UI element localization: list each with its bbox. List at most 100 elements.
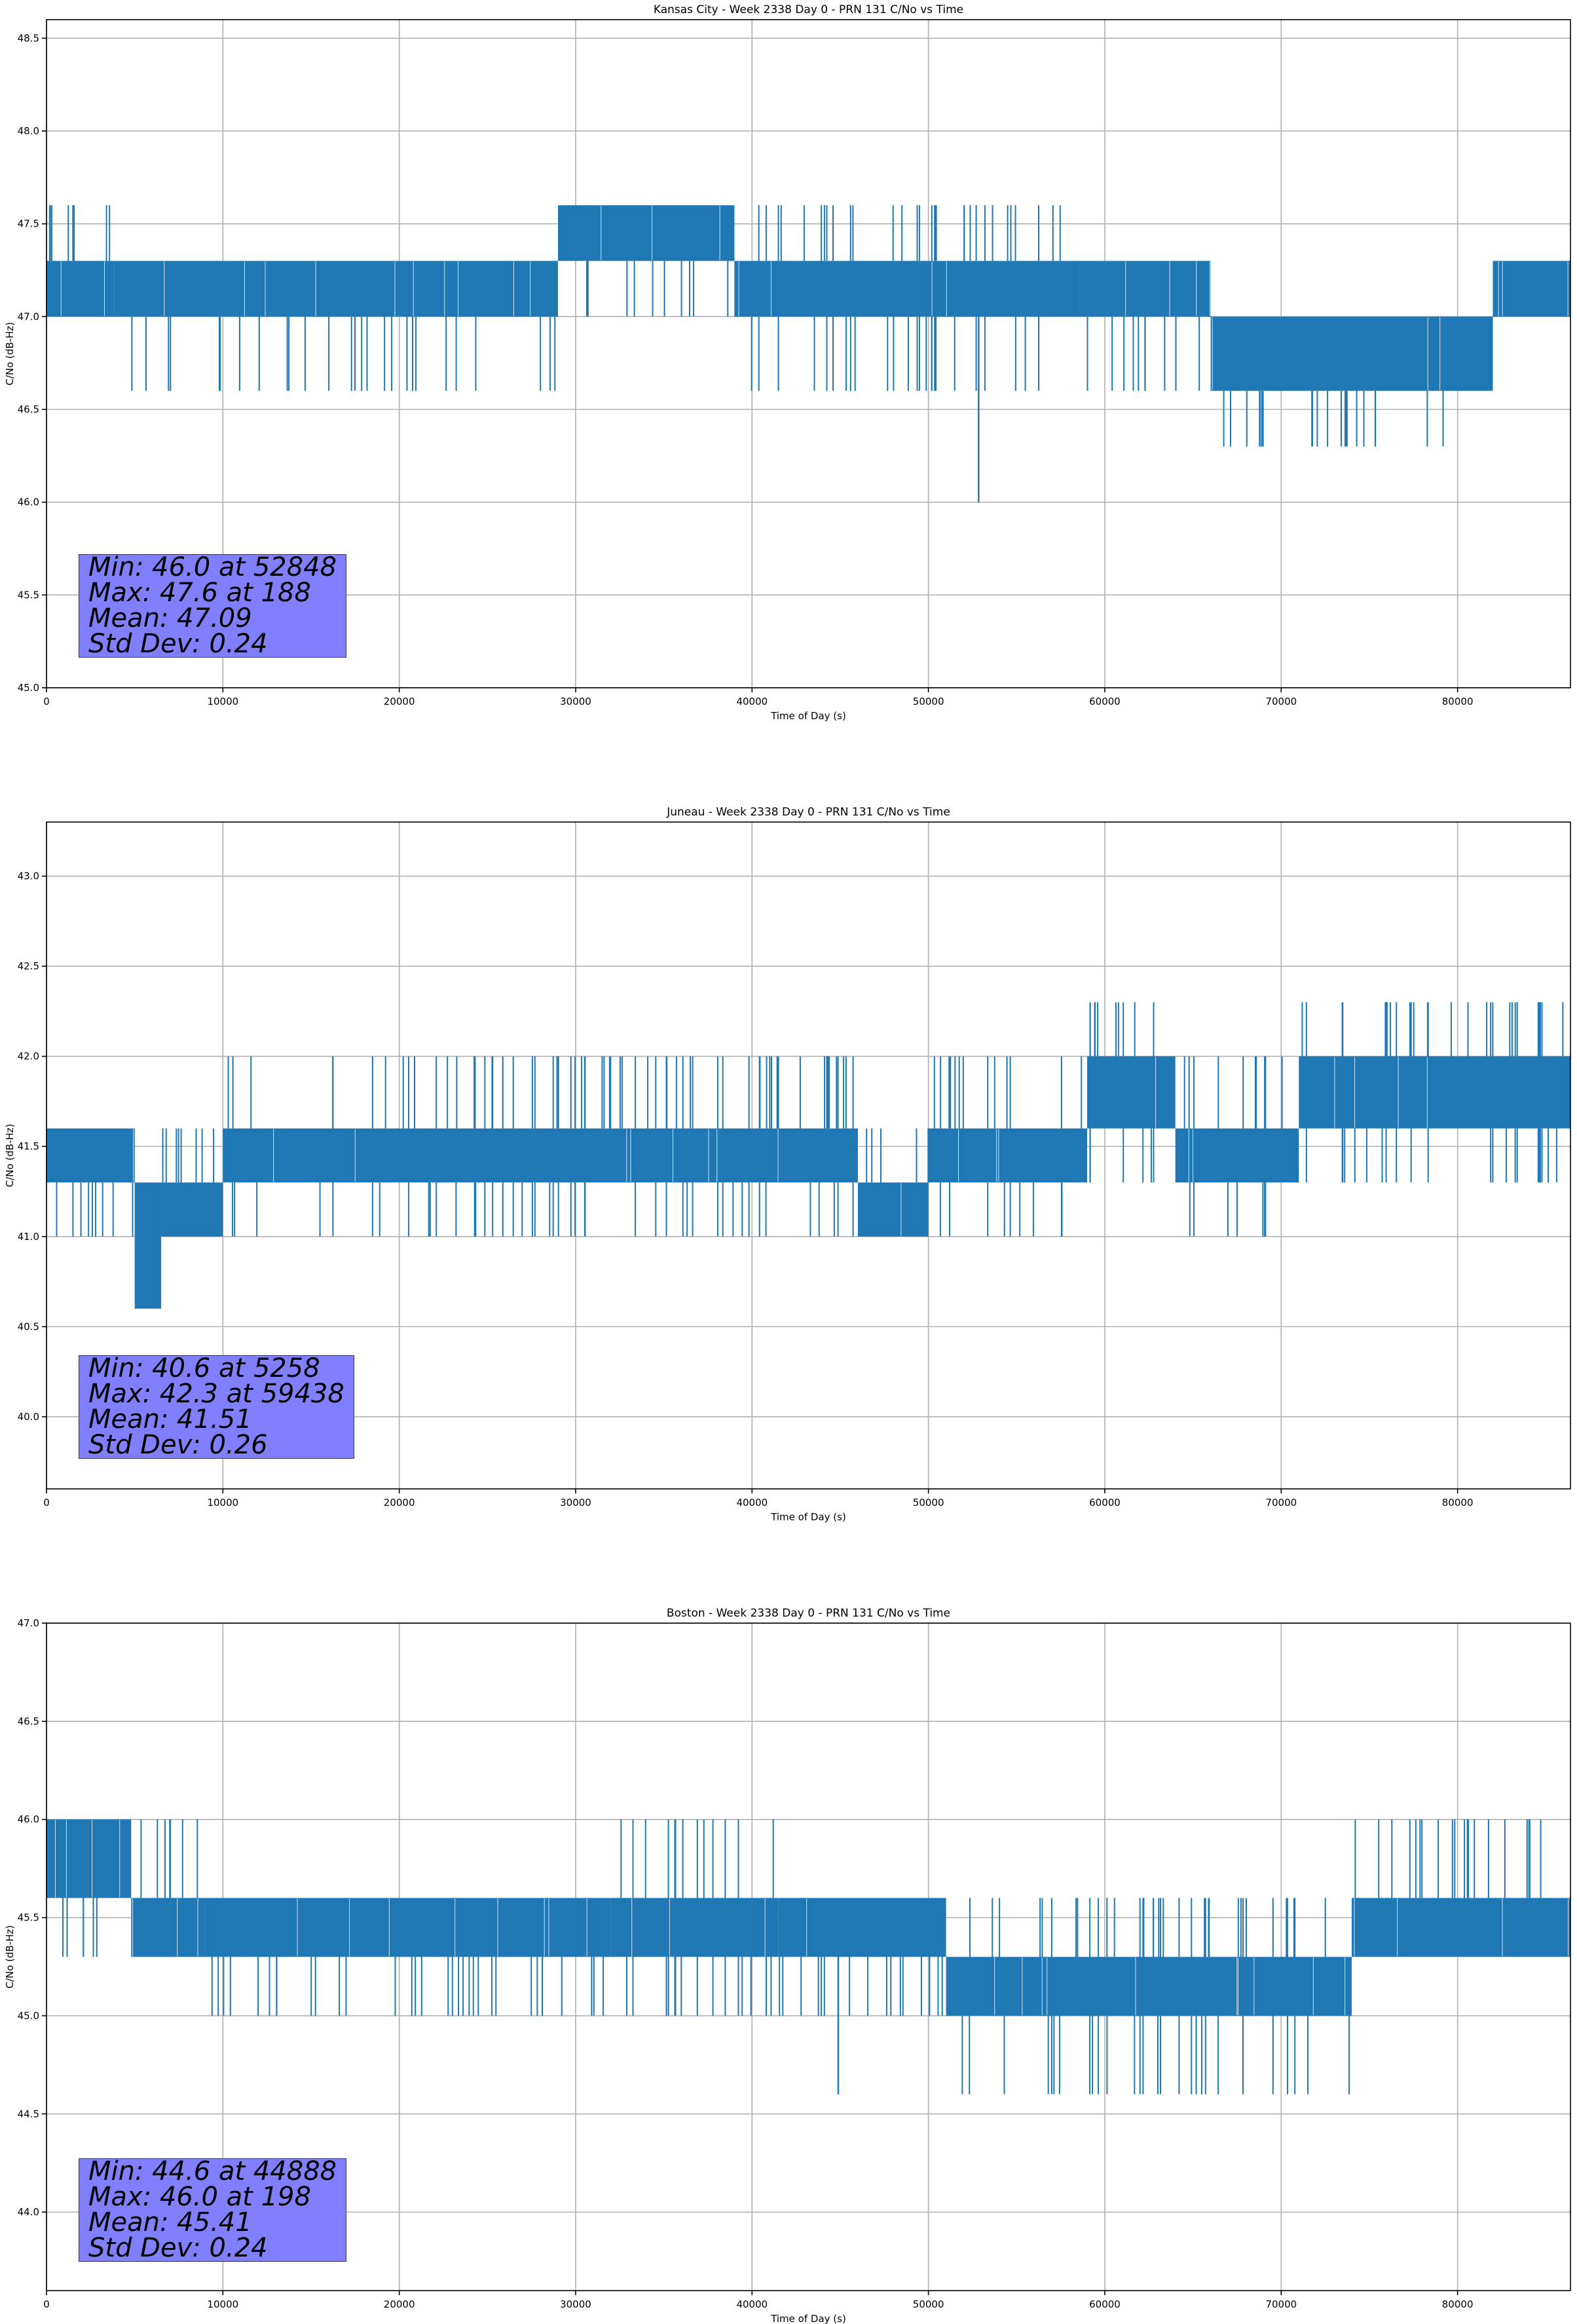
series-band	[46, 1128, 135, 1183]
y-tick-label: 43.0	[18, 871, 39, 882]
x-tick-label: 0	[43, 2298, 50, 2310]
y-tick-label: 47.0	[18, 1617, 39, 1629]
stats-line: Min: 44.6 at 44888	[88, 2156, 337, 2186]
x-tick-label: 20000	[384, 1497, 415, 1509]
chart-title: Juneau - Week 2338 Day 0 - PRN 131 C/No …	[666, 806, 950, 819]
series-band	[946, 1957, 1352, 2016]
x-tick-label: 40000	[736, 1497, 768, 1509]
x-tick-label: 40000	[736, 2298, 768, 2310]
stats-line: Mean: 41.51	[88, 1404, 252, 1434]
series-line	[46, 205, 1570, 502]
y-tick-label: 46.0	[18, 497, 39, 508]
series-band	[46, 261, 114, 317]
y-tick-label: 41.0	[18, 1231, 39, 1243]
x-tick-label: 20000	[384, 2298, 415, 2310]
y-tick-label: 46.5	[18, 403, 39, 415]
x-tick-label: 0	[43, 1497, 50, 1509]
y-tick-label: 45.0	[18, 2010, 39, 2021]
y-tick-label: 47.0	[18, 310, 39, 322]
y-tick-label: 40.5	[18, 1321, 39, 1332]
stats-line: Max: 42.3 at 59438	[88, 1379, 344, 1409]
y-tick-label: 47.5	[18, 218, 39, 230]
series-band	[1087, 1056, 1176, 1129]
series-band	[610, 1898, 779, 1957]
stats-line: Std Dev: 0.26	[88, 1430, 268, 1460]
x-tick-label: 50000	[913, 696, 944, 707]
stats-line: Max: 47.6 at 188	[88, 578, 311, 608]
series-band	[1175, 1128, 1299, 1183]
x-tick-label: 70000	[1265, 696, 1297, 707]
chart-title: Kansas City - Week 2338 Day 0 - PRN 131 …	[654, 3, 963, 16]
stats-line: Min: 40.6 at 5258	[88, 1353, 320, 1383]
x-tick-label: 20000	[384, 696, 415, 707]
axes-frame	[46, 1622, 1571, 2291]
y-tick-label: 46.0	[18, 1814, 39, 1826]
x-tick-label: 30000	[560, 2298, 591, 2310]
stats-line: Max: 46.0 at 198	[88, 2182, 311, 2212]
x-tick-label: 60000	[1089, 2298, 1121, 2310]
x-tick-label: 70000	[1265, 1497, 1297, 1509]
x-tick-label: 50000	[913, 1497, 944, 1509]
stats-box: Min: 46.0 at 52848 Max: 47.6 at 188 Mean: …	[79, 552, 347, 659]
series-band	[558, 205, 735, 261]
x-tick-label: 50000	[913, 2298, 944, 2310]
series-band	[857, 1182, 929, 1237]
series-band	[1078, 261, 1211, 317]
series-band	[46, 1819, 132, 1898]
x-tick-label: 10000	[207, 2298, 238, 2310]
series-band	[778, 1898, 946, 1957]
y-axis-label: C/No (dB-Hz)	[4, 1124, 16, 1188]
series-band	[134, 1182, 162, 1309]
x-tick-label: 30000	[560, 696, 591, 707]
x-tick-label: 30000	[560, 1497, 591, 1509]
y-tick-label: 46.5	[18, 1715, 39, 1727]
series-band	[1299, 1056, 1570, 1129]
series-band	[928, 1128, 1088, 1183]
x-tick-label: 80000	[1442, 2298, 1474, 2310]
series-band	[113, 261, 559, 317]
y-tick-label: 41.5	[18, 1140, 39, 1152]
y-tick-label: 42.5	[18, 960, 39, 972]
axes-frame	[46, 821, 1571, 1490]
stats-line: Min: 46.0 at 52848	[88, 552, 337, 582]
x-tick-label: 0	[43, 696, 50, 707]
series-band	[1493, 261, 1570, 317]
stats-box: Min: 40.6 at 5258 Max: 42.3 at 59438 Mean:…	[79, 1355, 354, 1459]
y-axis-label: C/No (dB-Hz)	[4, 322, 16, 386]
x-axis-label: Time of Day (s)	[770, 710, 846, 722]
y-tick-label: 40.0	[18, 1411, 39, 1423]
x-tick-label: 10000	[207, 696, 238, 707]
y-tick-label: 42.0	[18, 1051, 39, 1062]
series-band	[205, 1898, 611, 1957]
x-tick-label: 10000	[207, 1497, 238, 1509]
y-axis-label: C/No (dB-Hz)	[4, 1925, 16, 1989]
y-tick-label: 44.0	[18, 2206, 39, 2218]
y-tick-label: 45.5	[18, 589, 39, 601]
x-tick-label: 40000	[736, 696, 768, 707]
x-tick-label: 80000	[1442, 696, 1474, 707]
series-band	[223, 1128, 858, 1183]
series-band	[1210, 316, 1493, 391]
series-band	[161, 1182, 223, 1237]
x-tick-label: 60000	[1089, 696, 1121, 707]
series-line	[46, 1819, 1570, 2095]
stats-line: Mean: 45.41	[88, 2207, 252, 2238]
y-tick-label: 44.5	[18, 2108, 39, 2120]
chart-title: Boston - Week 2338 Day 0 - PRN 131 C/No …	[667, 1607, 950, 1620]
axes-frame	[46, 19, 1571, 688]
x-axis-label: Time of Day (s)	[770, 2313, 846, 2324]
y-tick-label: 45.0	[18, 682, 39, 694]
x-tick-label: 60000	[1089, 1497, 1121, 1509]
stats-box: Min: 44.6 at 44888 Max: 46.0 at 198 Mean: …	[79, 2156, 347, 2262]
series-band	[131, 1898, 206, 1957]
series-line	[46, 1002, 1570, 1309]
y-tick-label: 48.0	[18, 125, 39, 137]
x-tick-label: 80000	[1442, 1497, 1474, 1509]
stats-line: Mean: 47.09	[88, 603, 252, 633]
series-band	[734, 261, 1079, 317]
stats-line: Std Dev: 0.24	[88, 629, 268, 659]
